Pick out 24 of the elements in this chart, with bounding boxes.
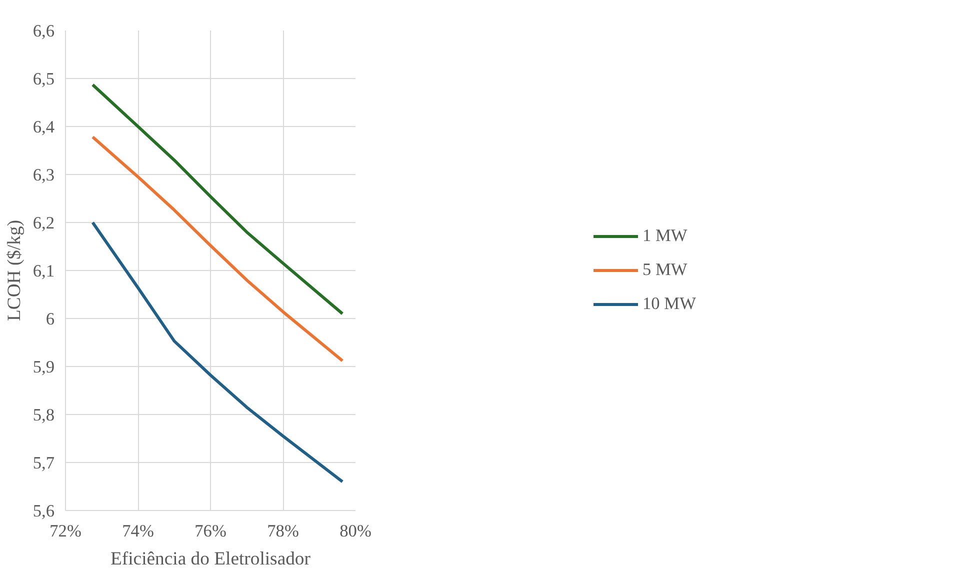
line-series xyxy=(91,221,344,484)
y-tick-label: 6,4 xyxy=(32,118,55,136)
y-tick-label: 5,6 xyxy=(32,502,55,520)
y-tick-label: 5,9 xyxy=(32,358,55,376)
line-series xyxy=(91,83,344,316)
line-series xyxy=(91,136,344,362)
x-axis-title: Eficiência do Eletrolisador xyxy=(110,548,312,570)
y-tick-label: 5,7 xyxy=(32,454,55,472)
y-tick-label: 6,2 xyxy=(32,214,55,232)
legend-label: 10 MW xyxy=(642,294,697,314)
y-tick-label: 6,1 xyxy=(32,262,55,280)
y-tick-label: 6 xyxy=(46,310,55,328)
y-tick-label: 5,8 xyxy=(32,406,55,424)
x-tick-label: 78% xyxy=(267,522,299,540)
x-tick-label: 74% xyxy=(122,522,154,540)
legend-label: 1 MW xyxy=(642,226,688,246)
x-tick-label: 80% xyxy=(340,522,372,540)
legend-label: 5 MW xyxy=(642,260,688,280)
x-tick-label: 76% xyxy=(194,522,226,540)
x-tick-label: 72% xyxy=(50,522,82,540)
y-axis-title: LCOH ($/kg) xyxy=(4,220,25,322)
y-tick-label: 6,3 xyxy=(32,166,55,184)
y-tick-label: 6,5 xyxy=(32,70,55,88)
y-tick-label: 6,6 xyxy=(32,22,55,40)
